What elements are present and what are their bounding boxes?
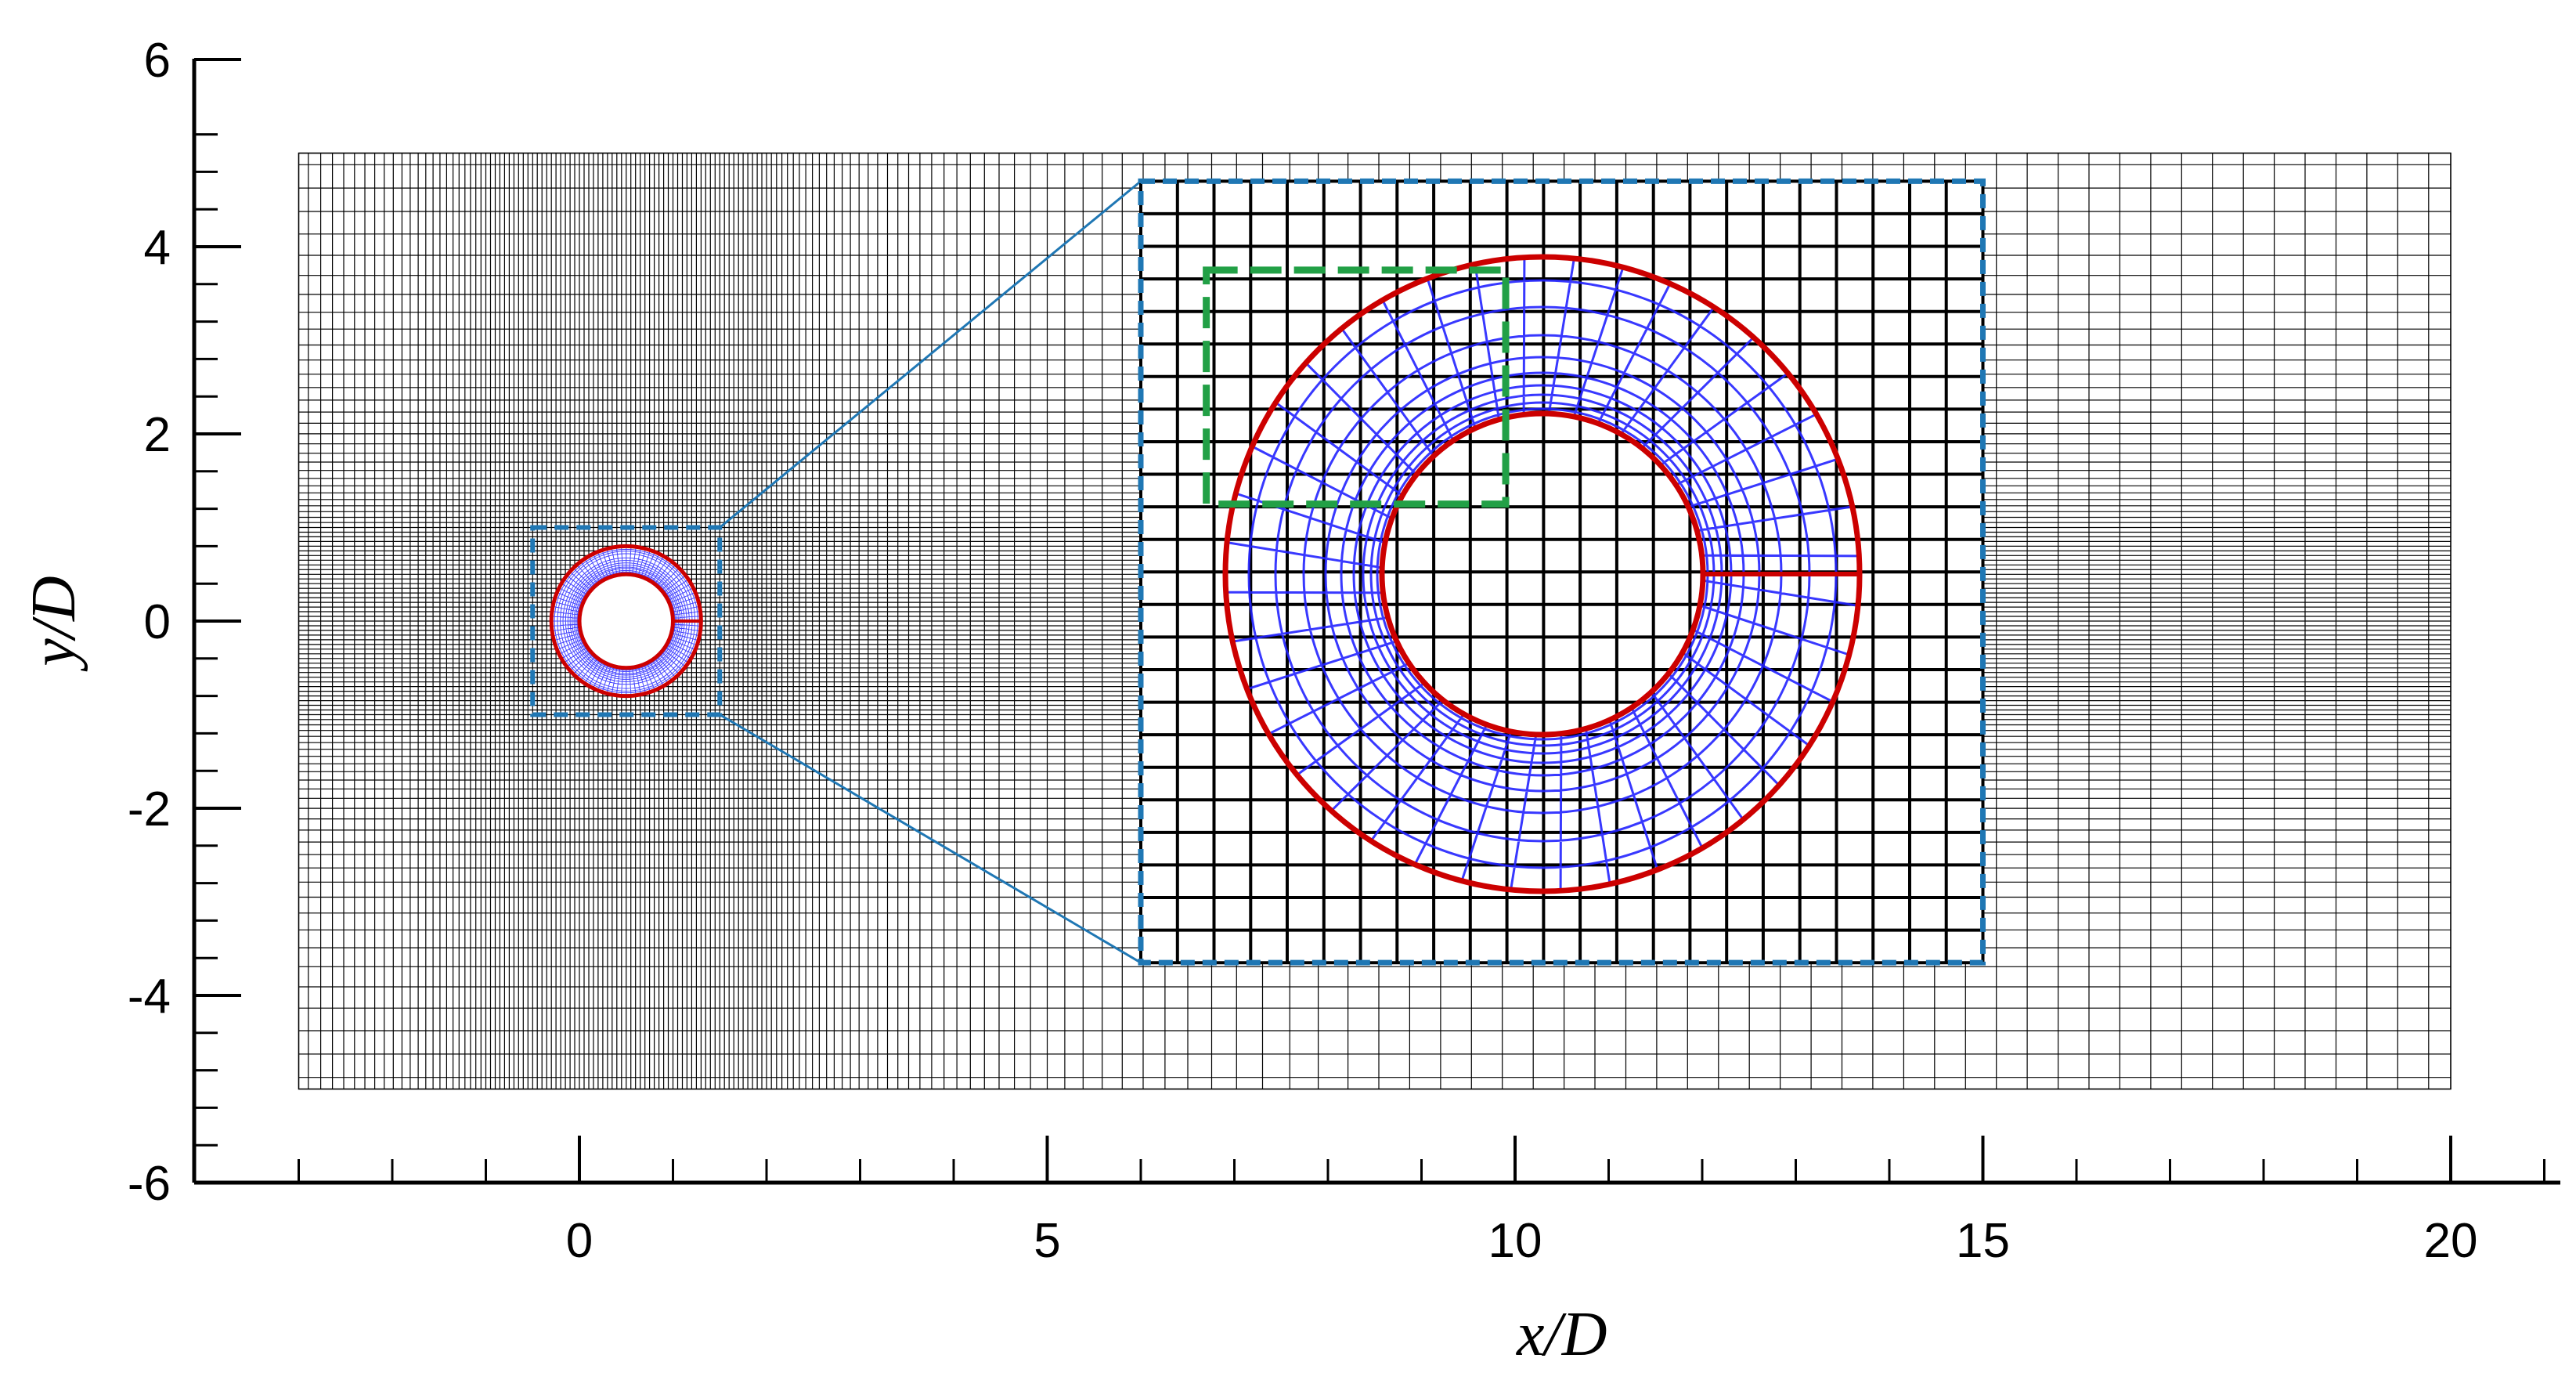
y-tick-label: 6 [144, 34, 171, 88]
zoom-connector-bottom [719, 713, 1142, 964]
zoom-connector-top [719, 180, 1142, 529]
x-tick-label: 0 [566, 1214, 593, 1268]
background-domain-outline [298, 152, 2452, 1090]
x-tick-label: 15 [1956, 1214, 2010, 1268]
x-axis-title: x/D [1516, 1300, 1607, 1369]
y-tick-label: 4 [144, 221, 171, 275]
highlight-box [1203, 266, 1510, 508]
zoom-inset [1138, 178, 1986, 966]
y-tick-label: -6 [128, 1157, 171, 1211]
zoom-connector-lines [719, 180, 1142, 964]
y-tick-label: 2 [144, 408, 171, 462]
x-tick-label: 5 [1034, 1214, 1060, 1268]
zoom-inset-border [1138, 178, 1986, 966]
y-tick-label: -4 [128, 970, 171, 1024]
overset-body-small [530, 525, 723, 717]
y-axis-title: y/D [20, 576, 88, 672]
y-tick-label: -2 [128, 782, 171, 836]
zoom-source-box [530, 525, 723, 717]
small-body-inner-wall [577, 572, 675, 670]
x-tick-label: 10 [1488, 1214, 1542, 1268]
small-body-outer-boundary [549, 544, 703, 699]
y-tick-label: 0 [144, 595, 171, 649]
x-tick-label: 20 [2424, 1214, 2478, 1268]
